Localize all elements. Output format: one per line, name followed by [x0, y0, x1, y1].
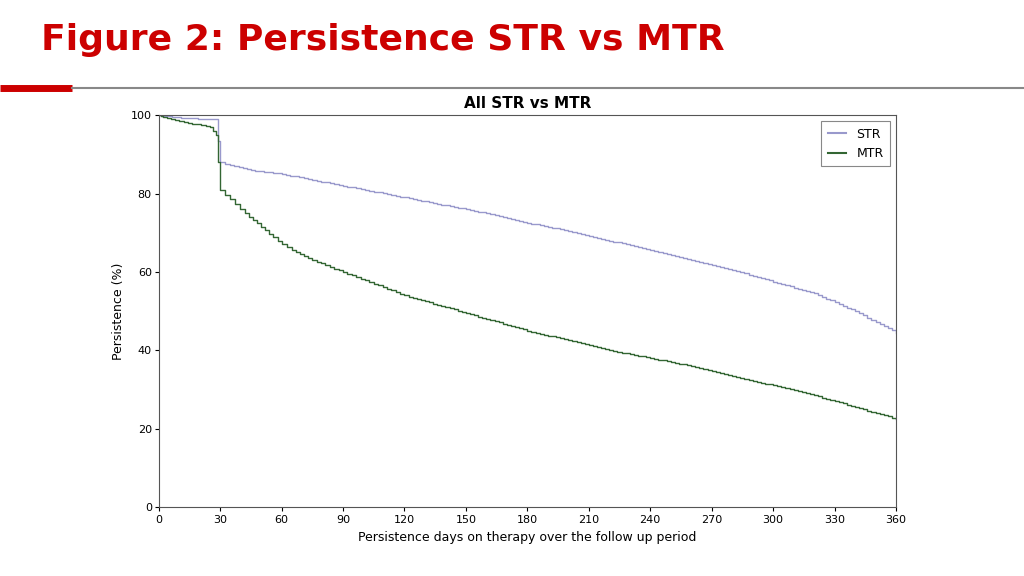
STR [890, 329, 902, 336]
STR [480, 210, 493, 217]
MTR [153, 112, 165, 119]
STR [219, 160, 231, 167]
Title: All STR vs MTR: All STR vs MTR [464, 96, 591, 111]
STR [212, 137, 224, 144]
Legend: STR, MTR: STR, MTR [821, 122, 890, 166]
MTR [890, 415, 902, 422]
STR [706, 262, 718, 268]
MTR [302, 255, 314, 262]
Y-axis label: Persistence (%): Persistence (%) [113, 262, 125, 360]
Text: Figure 2: Persistence STR vs MTR: Figure 2: Persistence STR vs MTR [41, 23, 725, 57]
MTR [865, 408, 878, 415]
STR [368, 188, 380, 195]
MTR [233, 205, 246, 212]
STR [285, 172, 297, 179]
MTR [808, 392, 820, 399]
Line: STR: STR [159, 115, 896, 332]
MTR [161, 115, 173, 122]
MTR [435, 302, 447, 309]
Line: MTR: MTR [159, 115, 896, 419]
X-axis label: Persistence days on therapy over the follow up period: Persistence days on therapy over the fol… [358, 530, 696, 544]
STR [153, 112, 165, 119]
